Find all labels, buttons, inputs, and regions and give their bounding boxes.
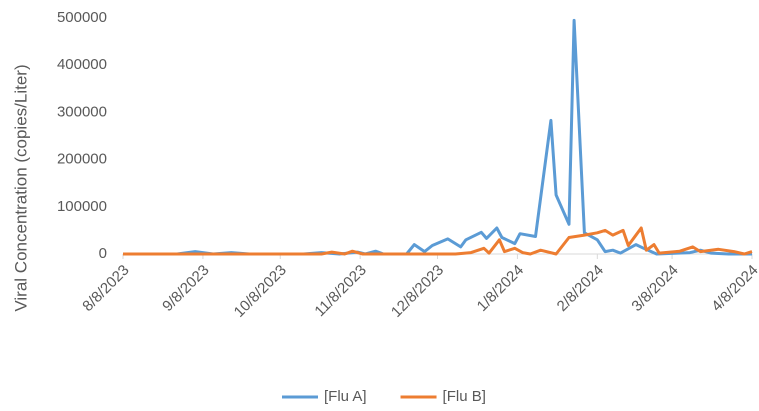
x-tick-label: 1/8/2024: [474, 262, 527, 315]
y-tick-label: 300000: [57, 103, 107, 120]
series-line: [123, 18, 752, 256]
x-tick-label: 4/8/2024: [708, 262, 759, 315]
y-tick-label: 0: [99, 245, 107, 262]
y-tick-label: 400000: [57, 56, 107, 73]
x-tick-label: 10/8/2023: [231, 262, 290, 321]
legend-label: [Flu B]: [443, 388, 486, 405]
y-tick-label: 100000: [57, 198, 107, 215]
y-tick-label: 200000: [57, 151, 107, 168]
x-tick-label: 8/8/2023: [79, 262, 132, 315]
x-tick-label: 9/8/2023: [159, 262, 212, 315]
legend-label: [Flu A]: [324, 388, 367, 405]
x-tick-label: 11/8/2023: [311, 262, 369, 320]
series-line: [123, 226, 753, 256]
y-tick-label: 500000: [57, 9, 107, 26]
y-axis-label: Viral Concentration (copies/Liter): [11, 64, 30, 311]
x-tick-label: 2/8/2024: [554, 262, 607, 315]
x-tick-label: 12/8/2023: [388, 262, 447, 321]
x-tick-label: 3/8/2024: [628, 262, 681, 315]
